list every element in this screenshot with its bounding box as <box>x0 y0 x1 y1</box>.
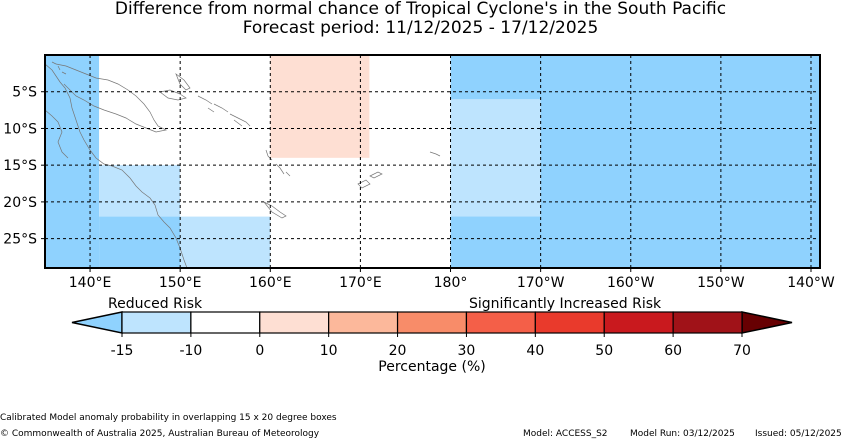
x-tick-label: 170°E <box>339 275 382 291</box>
colorbar-axis-label: Percentage (%) <box>378 359 485 375</box>
new-guinea-coast <box>55 63 168 133</box>
x-tick-label: 150°E <box>159 275 202 291</box>
x-tick-label: 180° <box>434 275 468 291</box>
colorbar-tick-label: -15 <box>111 343 134 359</box>
colorbar-tick-label: 40 <box>526 343 544 359</box>
y-tick-label: 20°S <box>3 195 37 211</box>
footer-model: Model: ACCESS_S2 <box>523 429 608 439</box>
longitude-axis: 140°E 150°E 160°E 170°E 180° 170°W 160°W 150°W 1… <box>69 268 835 291</box>
x-tick-label: 140°E <box>69 275 112 291</box>
x-tick-label: 140°W <box>787 275 835 291</box>
fiji <box>357 171 383 189</box>
prob-cell-3 <box>180 216 271 268</box>
new-ireland-coast <box>175 72 191 91</box>
colorbar-segment <box>603 311 674 334</box>
colorbar-tick-label: 30 <box>458 343 476 359</box>
solomon-islands <box>197 95 251 127</box>
y-tick-label: 15°S <box>3 158 37 174</box>
reduced-risk-label: Reduced Risk <box>108 296 203 312</box>
x-tick-label: 150°W <box>697 275 745 291</box>
x-tick-label: 160°W <box>607 275 655 291</box>
new-caledonia <box>263 201 287 219</box>
colorbar-segment <box>121 311 192 334</box>
x-tick-label: 160°E <box>249 275 292 291</box>
footer-issued: Issued: 05/12/2025 <box>755 429 841 439</box>
new-britain-coast <box>159 89 187 101</box>
colorbar-segment <box>396 311 468 334</box>
colorbar-segment <box>328 311 399 334</box>
colorbar-tick-label: 10 <box>320 343 338 359</box>
colorbar-segment <box>465 311 536 334</box>
prob-cell-1 <box>99 165 181 217</box>
prob-cell-2 <box>99 216 181 268</box>
footer-model-run: Model Run: 03/12/2025 <box>630 429 735 439</box>
map-frame <box>44 54 821 269</box>
colorbar-tick-label: 50 <box>595 343 613 359</box>
colorbar-tick-label: 0 <box>255 343 264 359</box>
colorbar-under-arrow <box>71 311 123 334</box>
y-tick-label: 10°S <box>3 121 37 137</box>
prob-cell-6 <box>450 99 541 217</box>
colorbar-segment <box>190 311 261 334</box>
australia-coast <box>44 63 188 269</box>
colorbar-tick-label: 20 <box>389 343 407 359</box>
y-tick-label: 25°S <box>3 232 37 248</box>
colorbar-over-arrow <box>741 311 793 334</box>
y-tick-label: 5°S <box>12 85 37 101</box>
footer-copyright: © Commonwealth of Australia 2025, Austra… <box>0 429 320 439</box>
colorbar-segment <box>259 311 330 334</box>
footer-description: Calibrated Model anomaly probability in … <box>0 413 337 423</box>
micro-islands <box>51 61 67 75</box>
increased-risk-label: Significantly Increased Risk <box>469 296 662 312</box>
forecast-period: Forecast period: 11/12/2025 - 17/12/2025 <box>242 18 599 38</box>
colorbar-tick-label: 60 <box>664 343 682 359</box>
colorbar-tick-label: -10 <box>179 343 202 359</box>
australia-coast-north <box>44 109 69 159</box>
latitude-axis: 5°S 10°S 15°S 20°S 25°S <box>3 85 45 248</box>
map-title: Difference from normal chance of Tropica… <box>114 0 727 19</box>
prob-cell-0 <box>45 55 100 268</box>
samoa <box>429 151 441 157</box>
colorbar-segment <box>534 311 605 334</box>
colorbar-tick-label: 70 <box>733 343 751 359</box>
probability-cells <box>45 55 820 268</box>
prob-cell-4 <box>270 55 370 158</box>
x-tick-label: 170°W <box>517 275 565 291</box>
colorbar: Reduced Risk Significantly Increased Risk… <box>71 296 793 375</box>
colorbar-segment <box>672 311 743 334</box>
